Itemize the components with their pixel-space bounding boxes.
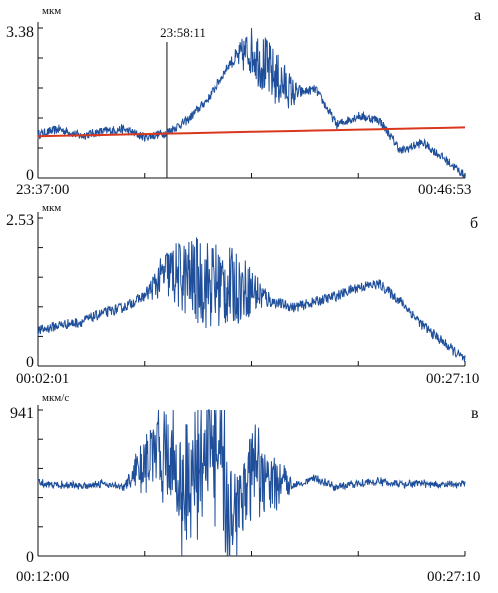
panel-a-x-end-label: 00:46:53 [418, 182, 471, 198]
panel-a-y-min-label: 0 [26, 167, 34, 184]
panel-a-x-start-label: 23:37:00 [16, 182, 69, 198]
panel-a: 3.38 0 мкм а 23:37:00 00:46:53 23:58:11 [6, 5, 481, 198]
panel-b-y-min-label: 0 [26, 354, 34, 371]
panel-c-letter: в [471, 405, 479, 422]
panel-b-letter: б [470, 215, 478, 232]
panel-b-y-ticks [38, 217, 43, 367]
panel-b-y-max-label: 2.53 [6, 212, 34, 229]
panel-b-x-end-label: 00:27:10 [426, 371, 479, 387]
panel-c-velocity-series [37, 409, 466, 557]
panel-b-unit-label: мкм [42, 202, 61, 214]
panel-a-displacement-series [37, 27, 466, 179]
panel-b-x-ticks [37, 361, 466, 366]
panel-a-unit-label: мкм [42, 5, 61, 17]
panel-a-time-marker-label: 23:58:11 [160, 25, 206, 40]
panel-c-y-min-label: 0 [26, 549, 34, 566]
panel-c: 941 0 мкм/с в 00:12:00 00:27:10 [10, 392, 480, 585]
panel-c-x-start-label: 00:12:00 [16, 569, 69, 585]
panel-a-y-ticks [38, 27, 43, 179]
panel-a-x-ticks [37, 173, 466, 178]
panel-c-unit-label: мкм/с [42, 392, 69, 404]
panel-b-x-start-label: 00:02:01 [16, 371, 69, 387]
panel-a-trend-line [37, 126, 466, 138]
panel-a-y-max-label: 3.38 [6, 24, 34, 41]
panel-c-y-max-label: 941 [10, 405, 34, 422]
panel-c-x-end-label: 00:27:10 [427, 569, 480, 585]
panel-c-y-ticks [38, 409, 43, 557]
panel-c-x-ticks [37, 551, 466, 556]
panel-b: 2.53 0 мкм б 00:02:01 00:27:10 [6, 202, 479, 387]
panel-b-displacement-series [37, 237, 466, 363]
panel-a-letter: а [474, 7, 481, 24]
